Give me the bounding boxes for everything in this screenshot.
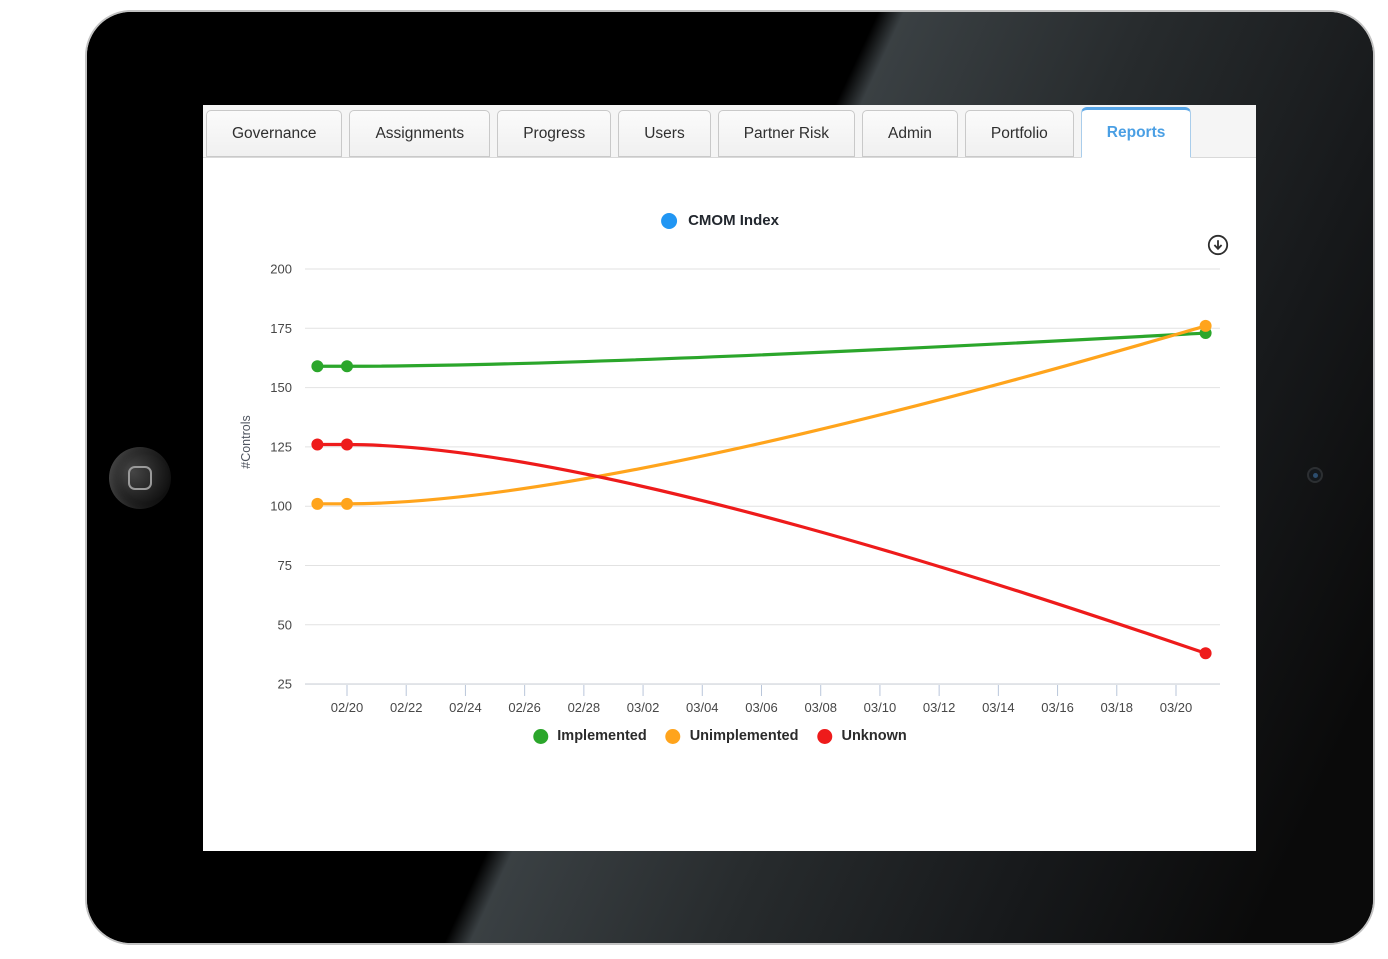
svg-text:03/10: 03/10 <box>864 700 897 715</box>
svg-text:200: 200 <box>270 262 292 277</box>
svg-text:03/04: 03/04 <box>686 700 719 715</box>
app-screen: 200 175 150 125 100 75 50 25 02/20 02/22 02/24 02/2… <box>203 105 1256 851</box>
front-camera <box>1307 467 1323 483</box>
unimplemented-dot-icon <box>665 728 681 744</box>
line-chart: 200 175 150 125 100 75 50 25 02/20 02/22 02/24 02/2… <box>270 262 1220 715</box>
svg-text:03/08: 03/08 <box>804 700 837 715</box>
home-button-icon <box>128 466 152 490</box>
svg-text:03/18: 03/18 <box>1101 700 1134 715</box>
legend-item-unknown[interactable]: Unknown <box>817 728 907 744</box>
svg-text:75: 75 <box>278 558 292 573</box>
legend-label: Implemented <box>557 728 647 744</box>
tab-users[interactable]: Users <box>618 110 711 157</box>
legend-item-unimplemented[interactable]: Unimplemented <box>665 728 799 744</box>
y-axis-title: #Controls <box>239 415 253 469</box>
legend-label: Unimplemented <box>689 728 799 744</box>
chart-title-legend[interactable]: CMOM Index <box>661 212 779 229</box>
svg-text:02/26: 02/26 <box>508 700 541 715</box>
tab-progress[interactable]: Progress <box>497 110 612 157</box>
svg-text:02/24: 02/24 <box>449 700 482 715</box>
legend-label: Unknown <box>841 728 907 744</box>
svg-text:50: 50 <box>278 617 292 632</box>
svg-text:02/20: 02/20 <box>331 700 364 715</box>
download-button[interactable] <box>1206 233 1230 257</box>
tab-portfolio[interactable]: Portfolio <box>964 110 1074 157</box>
series-legend: Implemented Unimplemented Unknown <box>533 728 907 744</box>
tab-admin[interactable]: Admin <box>861 110 958 157</box>
tab-assignments[interactable]: Assignments <box>349 110 491 157</box>
svg-text:100: 100 <box>270 499 292 514</box>
svg-text:03/16: 03/16 <box>1041 700 1074 715</box>
unknown-dot-icon <box>817 728 833 744</box>
tab-bar: Governance Assignments Progress Users Pa… <box>203 105 1256 158</box>
home-button[interactable] <box>109 447 171 509</box>
cmom-index-dot-icon <box>661 212 678 229</box>
svg-text:125: 125 <box>270 439 292 454</box>
svg-text:03/06: 03/06 <box>745 700 778 715</box>
svg-text:02/28: 02/28 <box>568 700 601 715</box>
download-icon <box>1207 234 1229 256</box>
svg-text:150: 150 <box>270 380 292 395</box>
tab-partner-risk[interactable]: Partner Risk <box>717 110 855 157</box>
legend-item-implemented[interactable]: Implemented <box>533 728 647 744</box>
svg-text:25: 25 <box>278 677 292 692</box>
svg-text:03/12: 03/12 <box>923 700 956 715</box>
tablet-frame: 200 175 150 125 100 75 50 25 02/20 02/22 02/24 02/2… <box>85 10 1375 945</box>
chart-title: CMOM Index <box>688 212 779 229</box>
svg-text:175: 175 <box>270 321 292 336</box>
implemented-dot-icon <box>533 728 549 744</box>
tab-governance[interactable]: Governance <box>206 110 343 157</box>
svg-text:02/22: 02/22 <box>390 700 423 715</box>
svg-text:03/14: 03/14 <box>982 700 1015 715</box>
tab-reports[interactable]: Reports <box>1080 107 1192 158</box>
svg-text:03/02: 03/02 <box>627 700 660 715</box>
svg-text:03/20: 03/20 <box>1160 700 1193 715</box>
